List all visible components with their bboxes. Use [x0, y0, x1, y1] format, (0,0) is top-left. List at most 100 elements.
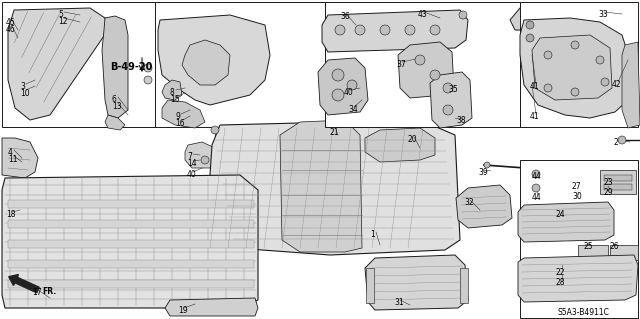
Polygon shape [365, 128, 435, 162]
Text: 39: 39 [478, 168, 488, 177]
Polygon shape [520, 18, 630, 118]
Polygon shape [162, 80, 182, 100]
Circle shape [144, 64, 152, 72]
Polygon shape [2, 138, 38, 178]
Circle shape [532, 184, 540, 192]
Text: 44: 44 [532, 172, 541, 181]
Polygon shape [182, 40, 230, 85]
Text: 4: 4 [8, 148, 13, 157]
Text: 31: 31 [394, 298, 404, 307]
Circle shape [526, 21, 534, 29]
Text: 25: 25 [584, 242, 594, 251]
Circle shape [571, 88, 579, 96]
Bar [520, 2, 638, 127]
Text: 16: 16 [175, 119, 184, 128]
Bar [155, 2, 325, 127]
Polygon shape [8, 8, 108, 120]
Text: 33: 33 [598, 10, 608, 19]
FancyArrow shape [9, 275, 39, 293]
Circle shape [532, 170, 540, 178]
Text: 37: 37 [396, 60, 406, 69]
Text: 24: 24 [556, 210, 566, 219]
Text: 38: 38 [456, 116, 466, 125]
Circle shape [596, 56, 604, 64]
Text: 18: 18 [6, 210, 15, 219]
Polygon shape [510, 8, 636, 32]
Polygon shape [165, 298, 258, 316]
Circle shape [484, 162, 490, 168]
Circle shape [211, 126, 219, 134]
Circle shape [443, 83, 453, 93]
Text: 8: 8 [170, 88, 175, 97]
Bar [578, 245, 608, 260]
Text: 5: 5 [58, 10, 63, 19]
Polygon shape [532, 35, 612, 100]
Text: 43: 43 [418, 10, 428, 19]
Polygon shape [398, 42, 454, 98]
Circle shape [405, 25, 415, 35]
Text: 34: 34 [348, 105, 358, 114]
Polygon shape [622, 42, 640, 128]
Text: 42: 42 [612, 80, 621, 89]
Text: 23: 23 [604, 178, 614, 187]
Bar [8, 260, 254, 268]
Bar [610, 245, 638, 260]
Text: 9: 9 [175, 112, 180, 121]
Text: 3: 3 [20, 82, 25, 91]
Text: 11: 11 [8, 155, 17, 164]
Bar [8, 220, 254, 228]
Text: 35: 35 [448, 85, 458, 94]
Bar [8, 280, 254, 288]
Text: 27: 27 [572, 182, 582, 191]
Circle shape [601, 78, 609, 86]
Text: 29: 29 [604, 188, 614, 197]
Text: 15: 15 [170, 95, 180, 104]
Circle shape [526, 34, 534, 42]
Text: 32: 32 [464, 198, 474, 207]
Bar [600, 170, 636, 194]
Circle shape [380, 25, 390, 35]
Text: 36: 36 [340, 12, 349, 21]
Text: 2: 2 [614, 138, 619, 147]
Circle shape [347, 80, 357, 90]
Polygon shape [456, 185, 512, 228]
Text: 41: 41 [530, 82, 540, 91]
Text: 21: 21 [330, 128, 339, 137]
Polygon shape [162, 100, 205, 128]
Circle shape [355, 25, 365, 35]
Text: 41: 41 [530, 112, 540, 121]
Circle shape [571, 41, 579, 49]
Bar [8, 240, 254, 248]
Polygon shape [518, 202, 614, 242]
Text: 40: 40 [187, 170, 196, 179]
Polygon shape [318, 58, 368, 115]
Text: FR.: FR. [42, 286, 56, 295]
Polygon shape [280, 120, 362, 252]
Text: 6: 6 [112, 95, 117, 104]
Circle shape [201, 156, 209, 164]
Polygon shape [518, 255, 638, 302]
Text: 30: 30 [572, 192, 582, 201]
Text: S5A3-B4911C: S5A3-B4911C [557, 308, 609, 317]
Text: 28: 28 [556, 278, 566, 287]
Bar [366, 268, 374, 303]
Text: 40: 40 [344, 88, 354, 97]
Text: 12: 12 [58, 17, 67, 26]
Circle shape [415, 55, 425, 65]
Circle shape [332, 89, 344, 101]
Circle shape [144, 76, 152, 84]
Circle shape [544, 84, 552, 92]
Bar [460, 268, 468, 303]
Bar [604, 175, 632, 181]
Polygon shape [2, 175, 258, 308]
Circle shape [430, 25, 440, 35]
Text: 46: 46 [6, 25, 16, 34]
Text: 44: 44 [532, 193, 541, 202]
Polygon shape [365, 255, 468, 310]
Bar [8, 200, 254, 208]
Bar [604, 184, 632, 190]
Text: 10: 10 [20, 89, 29, 98]
Polygon shape [105, 115, 125, 130]
Text: 19: 19 [178, 306, 188, 315]
Circle shape [430, 70, 440, 80]
